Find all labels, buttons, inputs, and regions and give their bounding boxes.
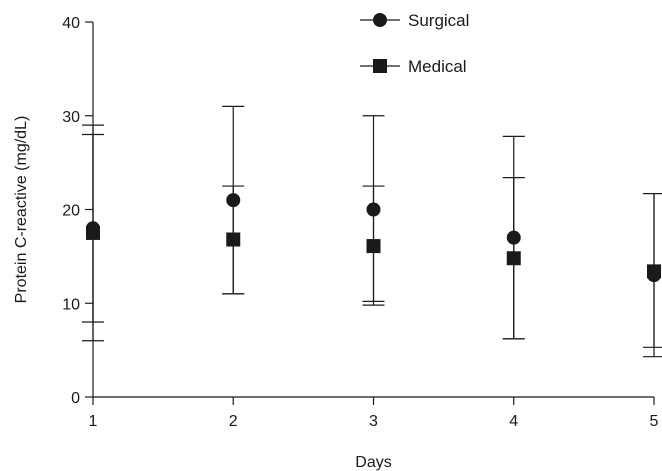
y-tick-label: 30	[62, 109, 80, 126]
legend: Surgical Medical	[360, 11, 469, 76]
legend-surgical-marker	[373, 13, 387, 27]
x-tick-label: 3	[369, 413, 378, 430]
y-tick-label: 10	[62, 296, 80, 313]
surgical-point	[506, 230, 521, 245]
x-tick-label: 2	[229, 413, 238, 430]
markers	[86, 193, 661, 283]
legend-surgical-label: Surgical	[408, 11, 469, 30]
x-ticks: 1 2 3 4 5	[89, 397, 659, 430]
medical-point	[506, 251, 521, 266]
surgical-point	[366, 202, 381, 217]
surgical-point	[647, 268, 661, 283]
legend-medical-marker	[373, 59, 387, 73]
x-tick-label: 1	[89, 413, 98, 430]
y-tick-label: 0	[71, 390, 80, 407]
y-tick-label: 20	[62, 203, 80, 220]
x-axis-title: Days	[355, 454, 391, 471]
x-tick-label: 4	[509, 413, 518, 430]
medical-point	[366, 239, 381, 254]
x-tick-label: 5	[650, 413, 659, 430]
y-tick-label: 40	[62, 15, 80, 32]
legend-medical-label: Medical	[408, 57, 467, 76]
y-axis-title: Protein C-reactive (mg/dL)	[13, 116, 30, 304]
surgical-point	[226, 193, 241, 208]
medical-point	[226, 232, 241, 247]
error-bars	[82, 105, 662, 358]
y-ticks: 0 10 20 30 40	[62, 15, 93, 407]
surgical-point	[86, 221, 100, 236]
